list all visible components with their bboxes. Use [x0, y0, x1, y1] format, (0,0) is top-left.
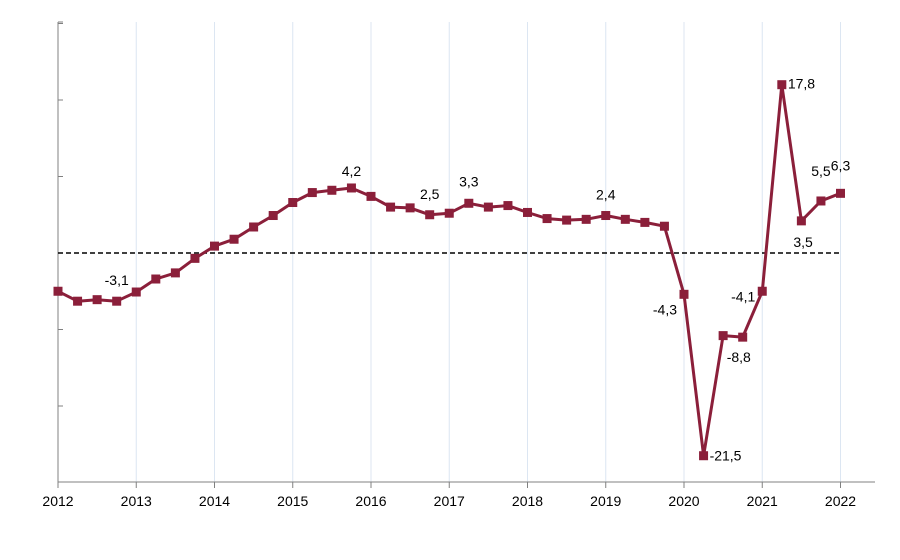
data-point: [405, 203, 415, 213]
x-tick-label-2012: 2012: [42, 493, 73, 509]
data-point: [659, 221, 669, 231]
data-label: 6,3: [831, 157, 851, 173]
data-point: [210, 241, 219, 251]
data-point: [523, 207, 532, 217]
data-point: [562, 215, 572, 225]
data-point: [425, 210, 435, 220]
axes: 2012 2013 2014 2015 2016 2017 2018 2019 2020 2021…: [42, 21, 875, 509]
data-point: [777, 80, 787, 90]
data-point: [151, 274, 161, 284]
data-point: [757, 286, 767, 296]
data-point: [268, 211, 278, 221]
data-point: [249, 222, 259, 232]
data-point: [620, 214, 630, 224]
x-tick-label-2020: 2020: [668, 493, 699, 509]
series-group: [53, 80, 845, 461]
data-point: [92, 295, 102, 305]
data-point: [601, 211, 611, 221]
data-point: [170, 268, 180, 278]
data-point: [386, 202, 396, 212]
data-point: [346, 183, 356, 193]
x-tick-label-2022: 2022: [825, 493, 856, 509]
data-point: [503, 201, 513, 211]
x-tick-label-2014: 2014: [199, 493, 230, 509]
data-point: [53, 286, 63, 296]
data-point: [190, 253, 200, 263]
data-point: [131, 287, 141, 297]
x-tick-label-2017: 2017: [434, 493, 465, 509]
x-tick-label-2013: 2013: [121, 493, 152, 509]
data-labels: -3,1 4,2 2,5 3,3 2,4 -4,3 -21,5 -8,8 -4,1 17,8 3,5…: [105, 76, 851, 464]
data-label: -4,3: [653, 301, 677, 317]
data-point: [699, 451, 709, 461]
x-tick-label-2021: 2021: [747, 493, 778, 509]
data-point: [229, 234, 239, 244]
data-label: -3,1: [105, 272, 129, 288]
data-label: 3,3: [459, 173, 479, 189]
data-point: [816, 196, 826, 206]
data-point: [483, 202, 493, 212]
data-point: [718, 331, 728, 341]
data-point: [464, 198, 474, 208]
data-point: [679, 289, 689, 299]
data-point: [738, 332, 748, 342]
x-tick-label-2019: 2019: [590, 493, 621, 509]
data-point: [327, 185, 337, 195]
data-point: [366, 191, 376, 201]
data-point: [542, 214, 552, 224]
data-point: [796, 216, 806, 226]
data-label: -4,1: [731, 288, 755, 304]
data-point: [836, 188, 845, 198]
data-point: [73, 296, 83, 306]
data-label: -21,5: [710, 448, 742, 464]
data-point: [307, 188, 317, 198]
data-point: [288, 198, 298, 208]
data-label: 3,5: [793, 234, 813, 250]
data-point: [444, 208, 454, 218]
data-label: 4,2: [342, 163, 362, 179]
x-tick-label-2018: 2018: [512, 493, 543, 509]
data-point: [640, 217, 650, 227]
data-label: 2,5: [420, 186, 440, 202]
data-point: [112, 296, 122, 306]
data-point: [581, 214, 591, 224]
data-label: 5,5: [811, 163, 831, 179]
x-tick-label-2016: 2016: [355, 493, 386, 509]
x-tick-label-2015: 2015: [277, 493, 308, 509]
vertical-gridlines: [135, 22, 841, 482]
data-label: -8,8: [727, 349, 751, 365]
data-label: 17,8: [788, 76, 815, 92]
data-label: 2,4: [596, 187, 616, 203]
